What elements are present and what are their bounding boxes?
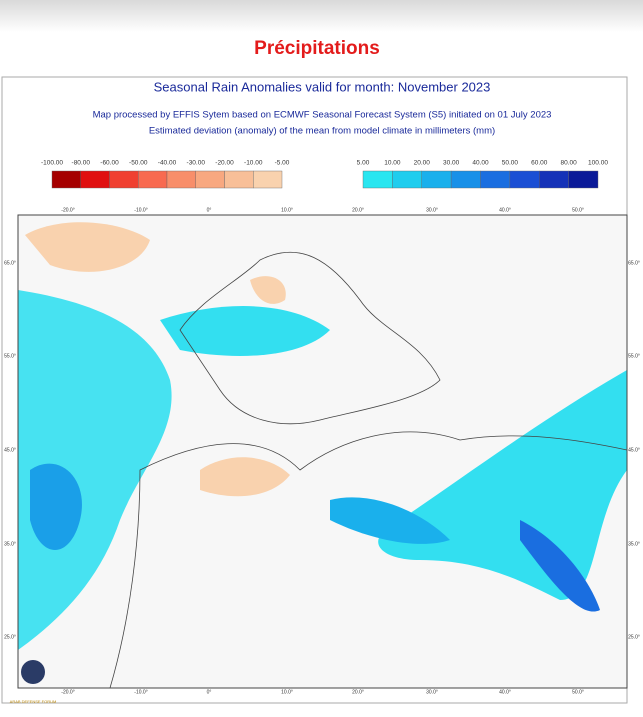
legend-swatch (138, 170, 168, 189)
legend-swatch (195, 170, 225, 189)
legend-label: -10.00 (244, 160, 263, 167)
lat-label: 65.0° (4, 260, 16, 266)
lon-label: 0° (207, 689, 212, 695)
dry-area (25, 222, 150, 272)
legend-label: 20.00 (414, 160, 431, 167)
legend-label: -80.00 (72, 160, 91, 167)
lat-label: 25.0° (628, 634, 640, 640)
graticule-labels: -20.0° -20.0° -10.0° -10.0° 0° 0° 10.0° 10.0° 20… (4, 207, 640, 695)
lon-label: 10.0° (281, 689, 293, 695)
lon-label: 20.0° (352, 207, 364, 213)
legend-swatch (450, 170, 481, 189)
page-title: Précipitations (254, 38, 380, 59)
legend-swatch (421, 170, 452, 189)
lon-label: 0° (207, 207, 212, 213)
dry-area (250, 276, 286, 304)
rain-area (30, 463, 82, 550)
rain-area (520, 520, 600, 612)
legend-label: 80.00 (560, 160, 577, 167)
legend-swatch (224, 170, 254, 189)
rain-area (18, 290, 172, 650)
rain-area (330, 497, 450, 544)
lat-label: 55.0° (4, 353, 16, 359)
legend-label: 5.00 (357, 160, 370, 167)
lon-label: 50.0° (572, 207, 584, 213)
legend-label: 40.00 (472, 160, 489, 167)
legend-swatch (568, 170, 599, 189)
legend-swatch (51, 170, 81, 189)
legend-swatch (166, 170, 196, 189)
legend-swatch (109, 170, 139, 189)
legend-label: 30.00 (443, 160, 460, 167)
map-border (17, 214, 628, 689)
lon-label: -10.0° (134, 207, 147, 213)
legend-swatch (392, 170, 422, 189)
lon-label: 30.0° (426, 207, 438, 213)
legend-swatch (362, 170, 393, 189)
legend-swatch (480, 170, 511, 189)
coastline (109, 431, 627, 688)
legend-label: -60.00 (100, 160, 119, 167)
top-bar (0, 0, 643, 32)
lon-label: 20.0° (352, 689, 364, 695)
legend-label: -30.00 (187, 160, 206, 167)
lon-label: -20.0° (61, 689, 74, 695)
legend-swatch (253, 170, 283, 189)
legend-label: -100.00 (41, 160, 63, 167)
lon-label: -20.0° (61, 207, 74, 213)
lon-label: 40.0° (499, 689, 511, 695)
legend-label: -20.00 (215, 160, 234, 167)
lat-label: 65.0° (628, 260, 640, 266)
legend-label: -5.00 (275, 160, 290, 167)
map-subtitle: Map processed by EFFIS Sytem based on EC… (93, 110, 552, 121)
legend-label: 100.00 (588, 160, 608, 167)
logo (21, 660, 45, 684)
lat-label: 45.0° (4, 447, 16, 453)
lat-label: 35.0° (4, 541, 16, 547)
coastline (179, 251, 441, 425)
lat-label: 55.0° (628, 353, 640, 359)
lat-label: 25.0° (4, 634, 16, 640)
lon-label: 30.0° (426, 689, 438, 695)
lon-label: 40.0° (499, 207, 511, 213)
lat-label: 45.0° (628, 447, 640, 453)
legend-label: -50.00 (129, 160, 148, 167)
legend-label: 50.00 (502, 160, 519, 167)
rain-area (160, 306, 330, 356)
legend-swatch (80, 170, 110, 189)
lon-label: 50.0° (572, 689, 584, 695)
legend: -100.00 -80.00 -60.00 -50.00 -40.00 -30.00 -20… (41, 160, 608, 189)
dry-area (200, 457, 290, 497)
lon-label: -10.0° (134, 689, 147, 695)
legend-label: 60.00 (531, 160, 548, 167)
map-note: Estimated deviation (anomaly) of the mea… (149, 126, 495, 137)
legend-swatch (509, 170, 540, 189)
legend-label: -40.00 (158, 160, 177, 167)
rain-area (378, 370, 627, 600)
lat-label: 35.0° (628, 541, 640, 547)
watermark: ARAB DEFENSE FORUM (10, 699, 57, 704)
map-title: Seasonal Rain Anomalies valid for month:… (154, 79, 491, 94)
legend-swatch (539, 170, 569, 189)
legend-label: 10.00 (384, 160, 401, 167)
map-area (18, 215, 627, 688)
lon-label: 10.0° (281, 207, 293, 213)
